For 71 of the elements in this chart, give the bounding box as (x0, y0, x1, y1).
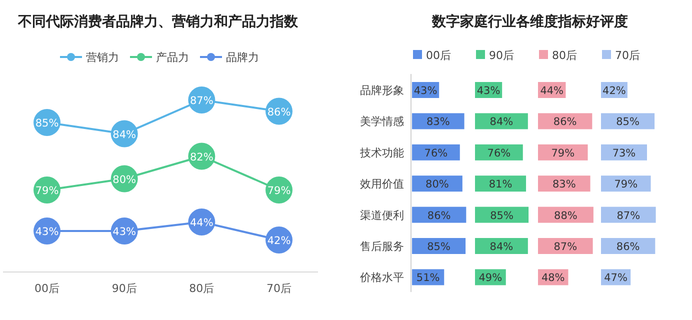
bar (601, 176, 651, 192)
data-label: 87% (616, 210, 640, 222)
legend-label: 营销力 (86, 51, 119, 64)
y-tick-label: 美学情感 (360, 115, 404, 128)
legend-label: 80后 (552, 49, 577, 62)
data-label: 85% (490, 210, 514, 222)
x-tick-label: 80后 (189, 282, 214, 295)
data-label: 49% (478, 272, 502, 284)
legend-item: 90后 (476, 49, 514, 62)
data-label: 76% (487, 147, 511, 160)
data-label: 83% (426, 116, 450, 128)
data-label: 42% (267, 235, 291, 247)
legend-item: 80后 (539, 49, 577, 62)
data-label: 76% (424, 147, 448, 160)
y-tick-label: 品牌形象 (360, 84, 404, 97)
legend-item: 70后 (602, 49, 640, 62)
data-label: 79% (35, 185, 59, 197)
chart-title: 不同代际消费者品牌力、营销力和产品力指数 (17, 13, 299, 30)
y-tick-label: 技术功能 (359, 146, 404, 160)
x-tick-label: 70后 (266, 282, 292, 295)
data-label: 47% (604, 272, 628, 284)
y-tick-label: 价格水平 (359, 271, 404, 284)
data-label: 79% (614, 178, 638, 191)
data-label: 87% (554, 241, 578, 253)
data-label: 88% (554, 210, 578, 222)
data-label: 84% (112, 128, 136, 141)
bar (538, 238, 593, 254)
data-label: 43% (112, 226, 136, 238)
data-label: 87% (190, 95, 214, 107)
data-label: 48% (541, 272, 565, 284)
legend-label: 90后 (489, 49, 514, 62)
y-tick-label: 渠道便利 (360, 208, 404, 222)
data-label: 85% (427, 241, 450, 253)
text: 数字家庭行业各维度指标好评度 (431, 13, 628, 30)
legend-item: 品牌力 (200, 51, 259, 64)
x-tick-label: 00后 (34, 282, 60, 295)
data-label: 82% (190, 151, 214, 164)
data-label: 73% (612, 147, 636, 160)
data-label: 84% (490, 241, 514, 253)
data-label: 83% (552, 178, 576, 191)
data-label: 42% (602, 85, 626, 97)
data-label: 86% (267, 106, 291, 118)
data-label: 44% (540, 85, 564, 97)
legend-item: 营销力 (60, 51, 119, 64)
legend-label: 品牌力 (226, 51, 259, 64)
x-tick-label: 90后 (112, 282, 137, 295)
legend-item: 产品力 (130, 51, 189, 64)
data-label: 44% (190, 217, 214, 229)
data-label: 86% (427, 210, 451, 222)
data-label: 81% (488, 178, 512, 191)
data-label: 86% (616, 241, 640, 253)
data-label: 80% (426, 178, 449, 191)
data-label: 51% (416, 272, 440, 284)
legend-item: 00后 (413, 49, 451, 62)
legend-label: 产品力 (156, 51, 189, 64)
data-label: 79% (551, 147, 575, 160)
legend-label: 00后 (426, 49, 451, 62)
data-label: 85% (35, 118, 59, 130)
y-tick-label: 售后服务 (360, 240, 404, 253)
data-label: 84% (490, 116, 514, 128)
data-label: 43% (414, 85, 438, 97)
data-label: 86% (553, 116, 577, 128)
y-tick-label: 效用价值 (360, 178, 404, 191)
data-label: 43% (476, 85, 500, 97)
data-label: 43% (35, 226, 59, 238)
data-label: 79% (267, 185, 291, 197)
legend-label: 70后 (615, 49, 640, 62)
data-label: 80% (112, 174, 136, 186)
bar (538, 144, 588, 160)
data-label: 85% (616, 116, 640, 128)
bar (601, 206, 656, 223)
